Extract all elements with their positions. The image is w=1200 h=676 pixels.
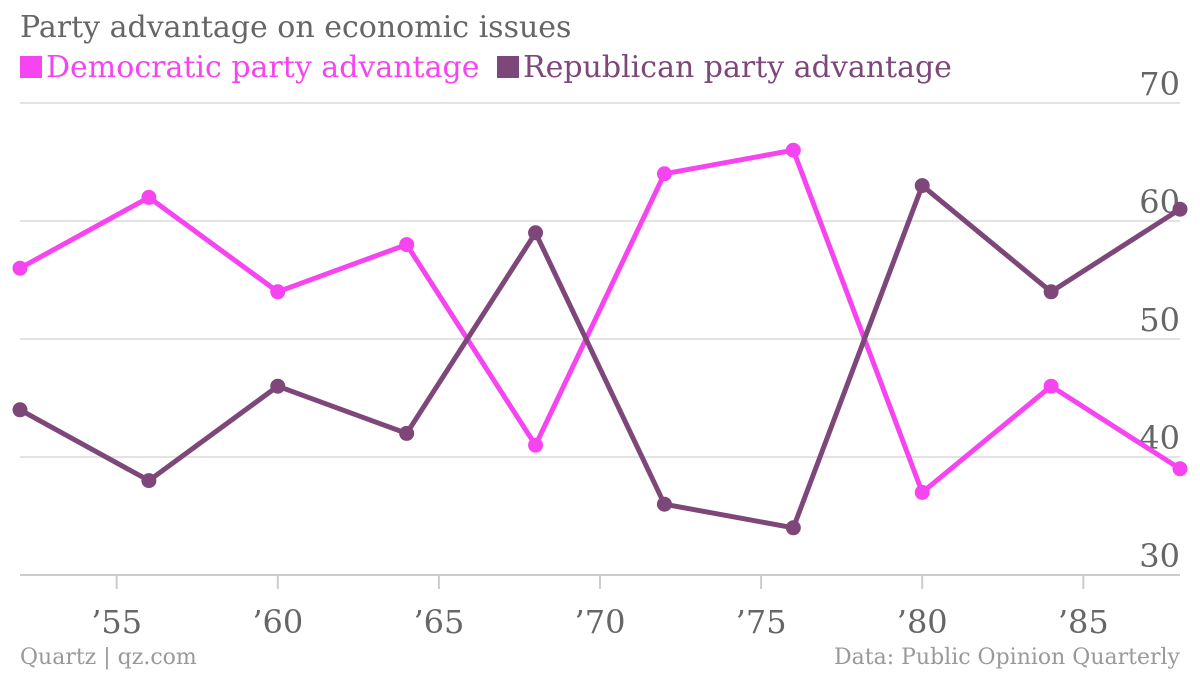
series-lines (17, 147, 1183, 531)
x-tick-label-1975: ’75 (736, 603, 787, 641)
data-point-1-1960 (270, 378, 286, 394)
data-point-0-1968 (528, 437, 544, 453)
footer-source-credit: Quartz | qz.com (20, 645, 197, 670)
x-tick-label-1980: ’80 (897, 603, 948, 641)
y-tick-label-30: 30 (1139, 537, 1180, 575)
data-point-0-1964 (399, 237, 415, 253)
data-point-0-1988 (1172, 461, 1188, 477)
data-point-1-1988 (1172, 201, 1188, 217)
data-point-0-1980 (914, 484, 930, 500)
x-tick-label-1955: ’55 (91, 603, 142, 641)
data-point-1-1952 (12, 402, 28, 418)
series-line-0 (17, 147, 1183, 495)
x-tick-label-1985: ’85 (1058, 603, 1109, 641)
x-tick-label-1960: ’60 (252, 603, 303, 641)
legend-swatch-democratic (20, 56, 42, 78)
x-tick-label-1965: ’65 (413, 603, 464, 641)
legend-label-republican: Republican party advantage (523, 50, 952, 85)
legend: Democratic party advantage Republican pa… (20, 50, 960, 85)
data-point-0-1960 (270, 284, 286, 300)
series-line-1 (17, 183, 1183, 531)
footer-data-source: Data: Public Opinion Quarterly (833, 645, 1180, 670)
data-point-0-1952 (12, 260, 28, 276)
data-point-1-1964 (399, 425, 415, 441)
data-point-1-1980 (914, 178, 930, 194)
data-point-0-1972 (656, 166, 672, 182)
data-point-1-1956 (141, 473, 157, 489)
x-tick-label-1970: ’70 (575, 603, 626, 641)
chart-title: Party advantage on economic issues (20, 10, 572, 45)
data-point-0-1976 (785, 142, 801, 158)
data-point-1-1968 (528, 225, 544, 241)
series-points (12, 142, 1188, 536)
legend-swatch-republican (497, 56, 519, 78)
legend-label-democratic: Democratic party advantage (46, 50, 480, 85)
y-tick-label-50: 50 (1139, 301, 1180, 339)
data-point-1-1972 (656, 496, 672, 512)
data-point-1-1976 (785, 520, 801, 536)
data-point-0-1984 (1043, 378, 1059, 394)
x-axis-ticks: ’55 ’60 ’65 ’70 ’75 ’80 ’85 (91, 575, 1109, 641)
y-tick-label-70: 70 (1139, 65, 1180, 103)
gridlines (20, 102, 1180, 576)
data-point-1-1984 (1043, 284, 1059, 300)
y-tick-label-40: 40 (1139, 419, 1180, 457)
legend-item-republican: Republican party advantage (497, 50, 952, 85)
data-point-0-1956 (141, 189, 157, 205)
legend-item-democratic: Democratic party advantage (20, 50, 479, 85)
